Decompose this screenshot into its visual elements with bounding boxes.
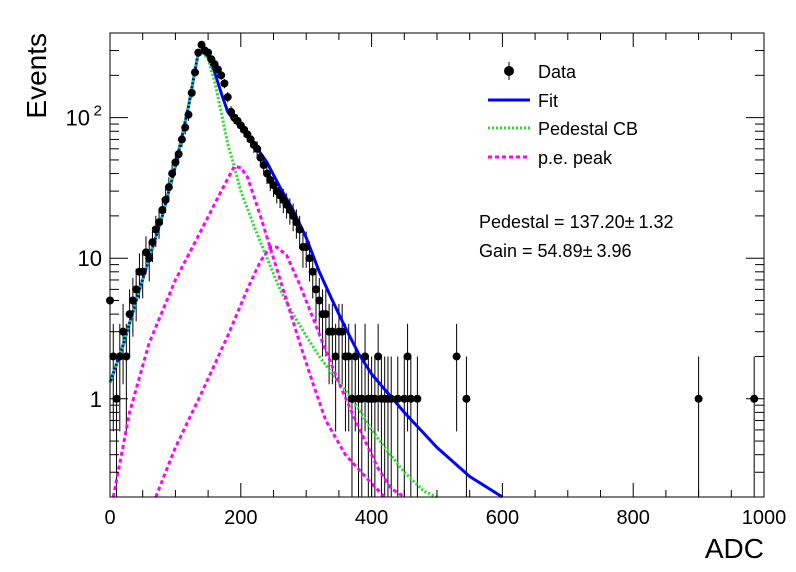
y-tick-label: 10	[66, 106, 90, 131]
data-point	[213, 65, 222, 74]
x-tick-label: 0	[104, 507, 115, 529]
data-point	[197, 40, 206, 49]
data-point	[344, 352, 353, 361]
axis-ticks	[109, 32, 765, 498]
data-point	[141, 248, 150, 257]
y-axis-title: Events	[21, 33, 52, 119]
data-point	[338, 327, 347, 336]
data-point	[347, 394, 356, 403]
gain-value: Gain = 54.89	[479, 241, 583, 261]
data-point	[122, 352, 131, 361]
data-point	[177, 135, 186, 144]
data-point	[223, 93, 232, 102]
data-point	[262, 169, 271, 178]
x-tick-label: 600	[486, 507, 519, 529]
data-point	[145, 254, 154, 263]
data-point	[256, 153, 265, 162]
data-point	[171, 158, 180, 167]
pedestal-pm: ±	[625, 212, 635, 232]
y-tick-label: 10	[78, 246, 102, 271]
data-point	[184, 110, 193, 119]
data-point	[204, 48, 213, 57]
data-point	[125, 310, 134, 319]
data-point	[305, 254, 314, 263]
data-point	[128, 296, 137, 305]
legend-label-pedestal: Pedestal CB	[538, 119, 638, 139]
data-point	[387, 394, 396, 403]
data-point	[400, 394, 409, 403]
pe-peak-curve	[111, 164, 386, 499]
data-point	[452, 352, 461, 361]
data-point	[148, 238, 157, 247]
data-point	[132, 285, 141, 294]
data-point	[403, 352, 412, 361]
data-point	[220, 79, 229, 88]
data-point	[174, 150, 183, 159]
data-point	[253, 144, 262, 153]
data-point	[158, 206, 167, 215]
data-point	[217, 71, 226, 80]
data-point	[151, 225, 160, 234]
data-point	[312, 285, 321, 294]
data-point	[406, 394, 415, 403]
data-point	[194, 48, 203, 57]
x-tick-label: 400	[355, 507, 388, 529]
data-point	[370, 394, 379, 403]
data-point	[374, 352, 383, 361]
data-point	[361, 352, 370, 361]
pe-peak-curve	[154, 245, 406, 499]
gain-error: 3.96	[596, 241, 631, 261]
pedestal-annotation: Pedestal = 137.20± 1.32	[479, 212, 674, 232]
pedestal-cb-curve	[108, 49, 438, 499]
data-point	[308, 267, 317, 276]
data-point	[295, 225, 304, 234]
data-point	[161, 195, 170, 204]
data-point	[694, 394, 703, 403]
gain-pm: ±	[583, 241, 593, 261]
x-tick-label: 1000	[742, 507, 787, 529]
data-point	[462, 394, 471, 403]
data-point	[413, 394, 422, 403]
data-point	[164, 183, 173, 192]
x-tick-label: 200	[224, 507, 257, 529]
legend-label-data: Data	[538, 62, 577, 82]
data-point	[351, 352, 360, 361]
pedestal-error: 1.32	[639, 212, 674, 232]
data-point	[328, 327, 337, 336]
data-point	[357, 394, 366, 403]
data-point	[226, 107, 235, 116]
x-axis-title: ADC	[705, 533, 764, 564]
gain-annotation: Gain = 54.89± 3.96	[479, 241, 632, 261]
data-point	[187, 88, 196, 97]
data-point	[119, 327, 128, 336]
pedestal-value: Pedestal = 137.20	[479, 212, 625, 232]
data-point	[289, 211, 298, 220]
data-point	[331, 352, 340, 361]
legend: Data Fit Pedestal CB p.e. peak	[488, 62, 638, 168]
data-point	[393, 394, 402, 403]
data-point	[285, 206, 294, 215]
data-point	[181, 123, 190, 132]
data-point	[115, 352, 124, 361]
data-point	[138, 267, 147, 276]
data-point	[315, 296, 324, 305]
y-tick-exponent: 2	[94, 103, 102, 120]
legend-label-fit: Fit	[538, 91, 558, 111]
legend-label-pe-peak: p.e. peak	[538, 148, 613, 168]
data-markers	[106, 40, 759, 403]
data-point	[168, 169, 177, 178]
x-tick-label: 800	[617, 507, 650, 529]
data-point	[321, 310, 330, 319]
y-tick-label: 1	[90, 387, 102, 412]
data-point	[302, 243, 311, 252]
data-point	[155, 218, 164, 227]
data-point	[292, 218, 301, 227]
data-point	[191, 68, 200, 77]
data-point	[269, 181, 278, 190]
data-point	[259, 161, 268, 170]
